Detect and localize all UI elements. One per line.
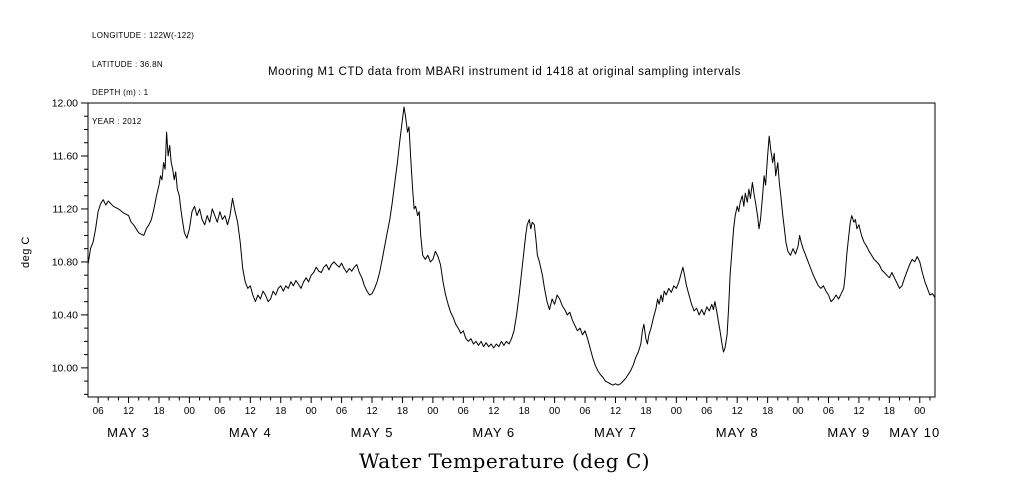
day-label: MAY 9 — [827, 425, 870, 440]
x-tick-label: 12 — [732, 406, 744, 417]
y-tick-label: 10.40 — [52, 309, 78, 321]
depth-label: DEPTH (m) : 1 — [92, 88, 149, 97]
x-tick-label: 00 — [671, 406, 683, 417]
day-label: MAY 8 — [716, 425, 759, 440]
x-tick-label: 06 — [336, 406, 348, 417]
day-label: MAY 3 — [107, 425, 150, 440]
x-tick-label: 18 — [275, 406, 287, 417]
x-tick-label: 18 — [153, 406, 165, 417]
x-tick-label: 00 — [427, 406, 439, 417]
x-tick-label: 00 — [306, 406, 318, 417]
latitude-label: LATITUDE : 36.8N — [92, 59, 163, 69]
y-tick-label: 12.00 — [52, 98, 78, 110]
y-tick-label: 10.00 — [52, 362, 78, 374]
x-tick-label: 00 — [792, 406, 804, 417]
x-tick-label: 18 — [397, 406, 409, 417]
x-tick-label: 06 — [93, 406, 105, 417]
x-axis-title: Water Temperature (deg C) — [358, 449, 651, 473]
x-tick-label: 18 — [762, 406, 774, 417]
x-tick-label: 18 — [519, 406, 531, 417]
x-tick-label: 00 — [914, 406, 926, 417]
y-tick-label: 11.20 — [53, 203, 79, 215]
x-tick-label: 06 — [701, 406, 713, 417]
x-tick-label: 06 — [579, 406, 591, 417]
day-label: MAY 5 — [351, 425, 394, 440]
x-tick-label: 12 — [245, 406, 257, 417]
x-tick-label: 06 — [823, 406, 835, 417]
metadata-block: LONGITUDE : 122W(-122) LATITUDE : 36.8N … — [92, 12, 194, 136]
day-label: MAY 7 — [594, 425, 637, 440]
plot-frame — [87, 102, 936, 398]
chart-title: Mooring M1 CTD data from MBARI instrumen… — [267, 66, 742, 78]
x-tick-label: 06 — [214, 406, 226, 417]
x-tick-label: 12 — [366, 406, 378, 417]
x-tick-label: 12 — [610, 406, 622, 417]
x-tick-label: 12 — [853, 406, 865, 417]
day-label: MAY 10 — [889, 425, 940, 440]
x-tick-label: 00 — [549, 406, 561, 417]
y-tick-label: 11.60 — [53, 150, 79, 162]
x-tick-label: 18 — [884, 406, 896, 417]
x-tick-label: 12 — [488, 406, 500, 417]
day-label: MAY 6 — [472, 425, 515, 440]
y-tick-label: 10.80 — [52, 256, 78, 268]
year-label: YEAR : 2012 — [92, 116, 142, 126]
x-tick-label: 06 — [458, 406, 470, 417]
x-tick-label: 00 — [184, 406, 196, 417]
x-tick-label: 18 — [640, 406, 652, 417]
day-label: MAY 4 — [229, 425, 272, 440]
longitude-label: LONGITUDE : 122W(-122) — [92, 31, 195, 40]
x-tick-label: 12 — [123, 406, 135, 417]
temperature-series-line — [87, 106, 936, 386]
